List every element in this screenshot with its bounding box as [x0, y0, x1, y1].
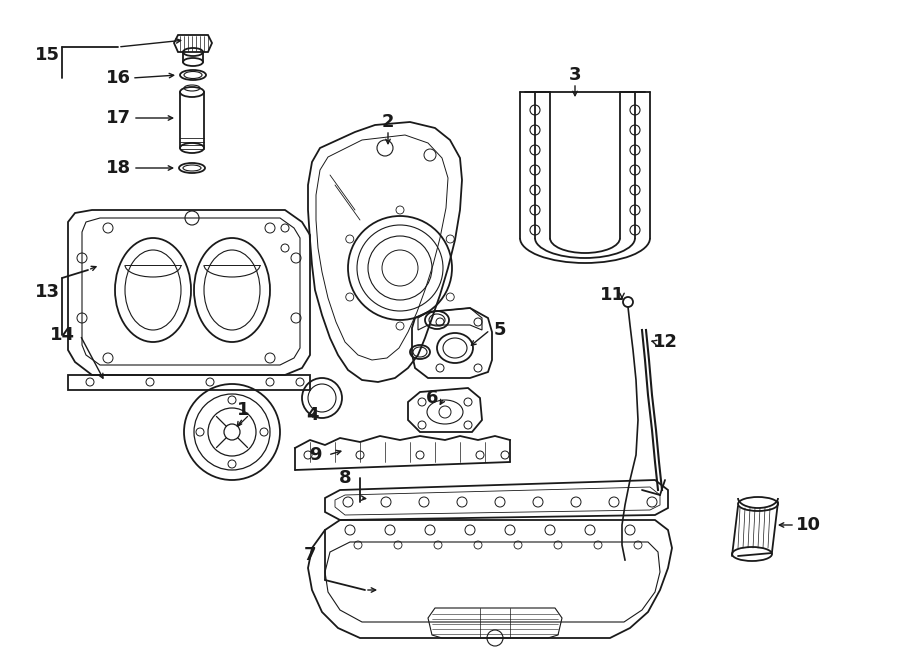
- Text: 18: 18: [105, 159, 130, 177]
- Text: 6: 6: [426, 389, 438, 407]
- Text: 14: 14: [50, 326, 75, 344]
- Text: 9: 9: [309, 446, 321, 464]
- Text: 8: 8: [338, 469, 351, 487]
- Text: 11: 11: [599, 286, 625, 304]
- Text: 1: 1: [237, 401, 249, 419]
- Text: 16: 16: [105, 69, 130, 87]
- Text: 12: 12: [652, 333, 678, 351]
- Text: 2: 2: [382, 113, 394, 131]
- Text: 15: 15: [34, 46, 59, 64]
- Text: 17: 17: [105, 109, 130, 127]
- Text: 7: 7: [304, 546, 316, 564]
- Text: 13: 13: [34, 283, 59, 301]
- Text: 10: 10: [796, 516, 821, 534]
- Text: 5: 5: [494, 321, 506, 339]
- Text: 3: 3: [569, 66, 581, 84]
- Text: 4: 4: [306, 406, 319, 424]
